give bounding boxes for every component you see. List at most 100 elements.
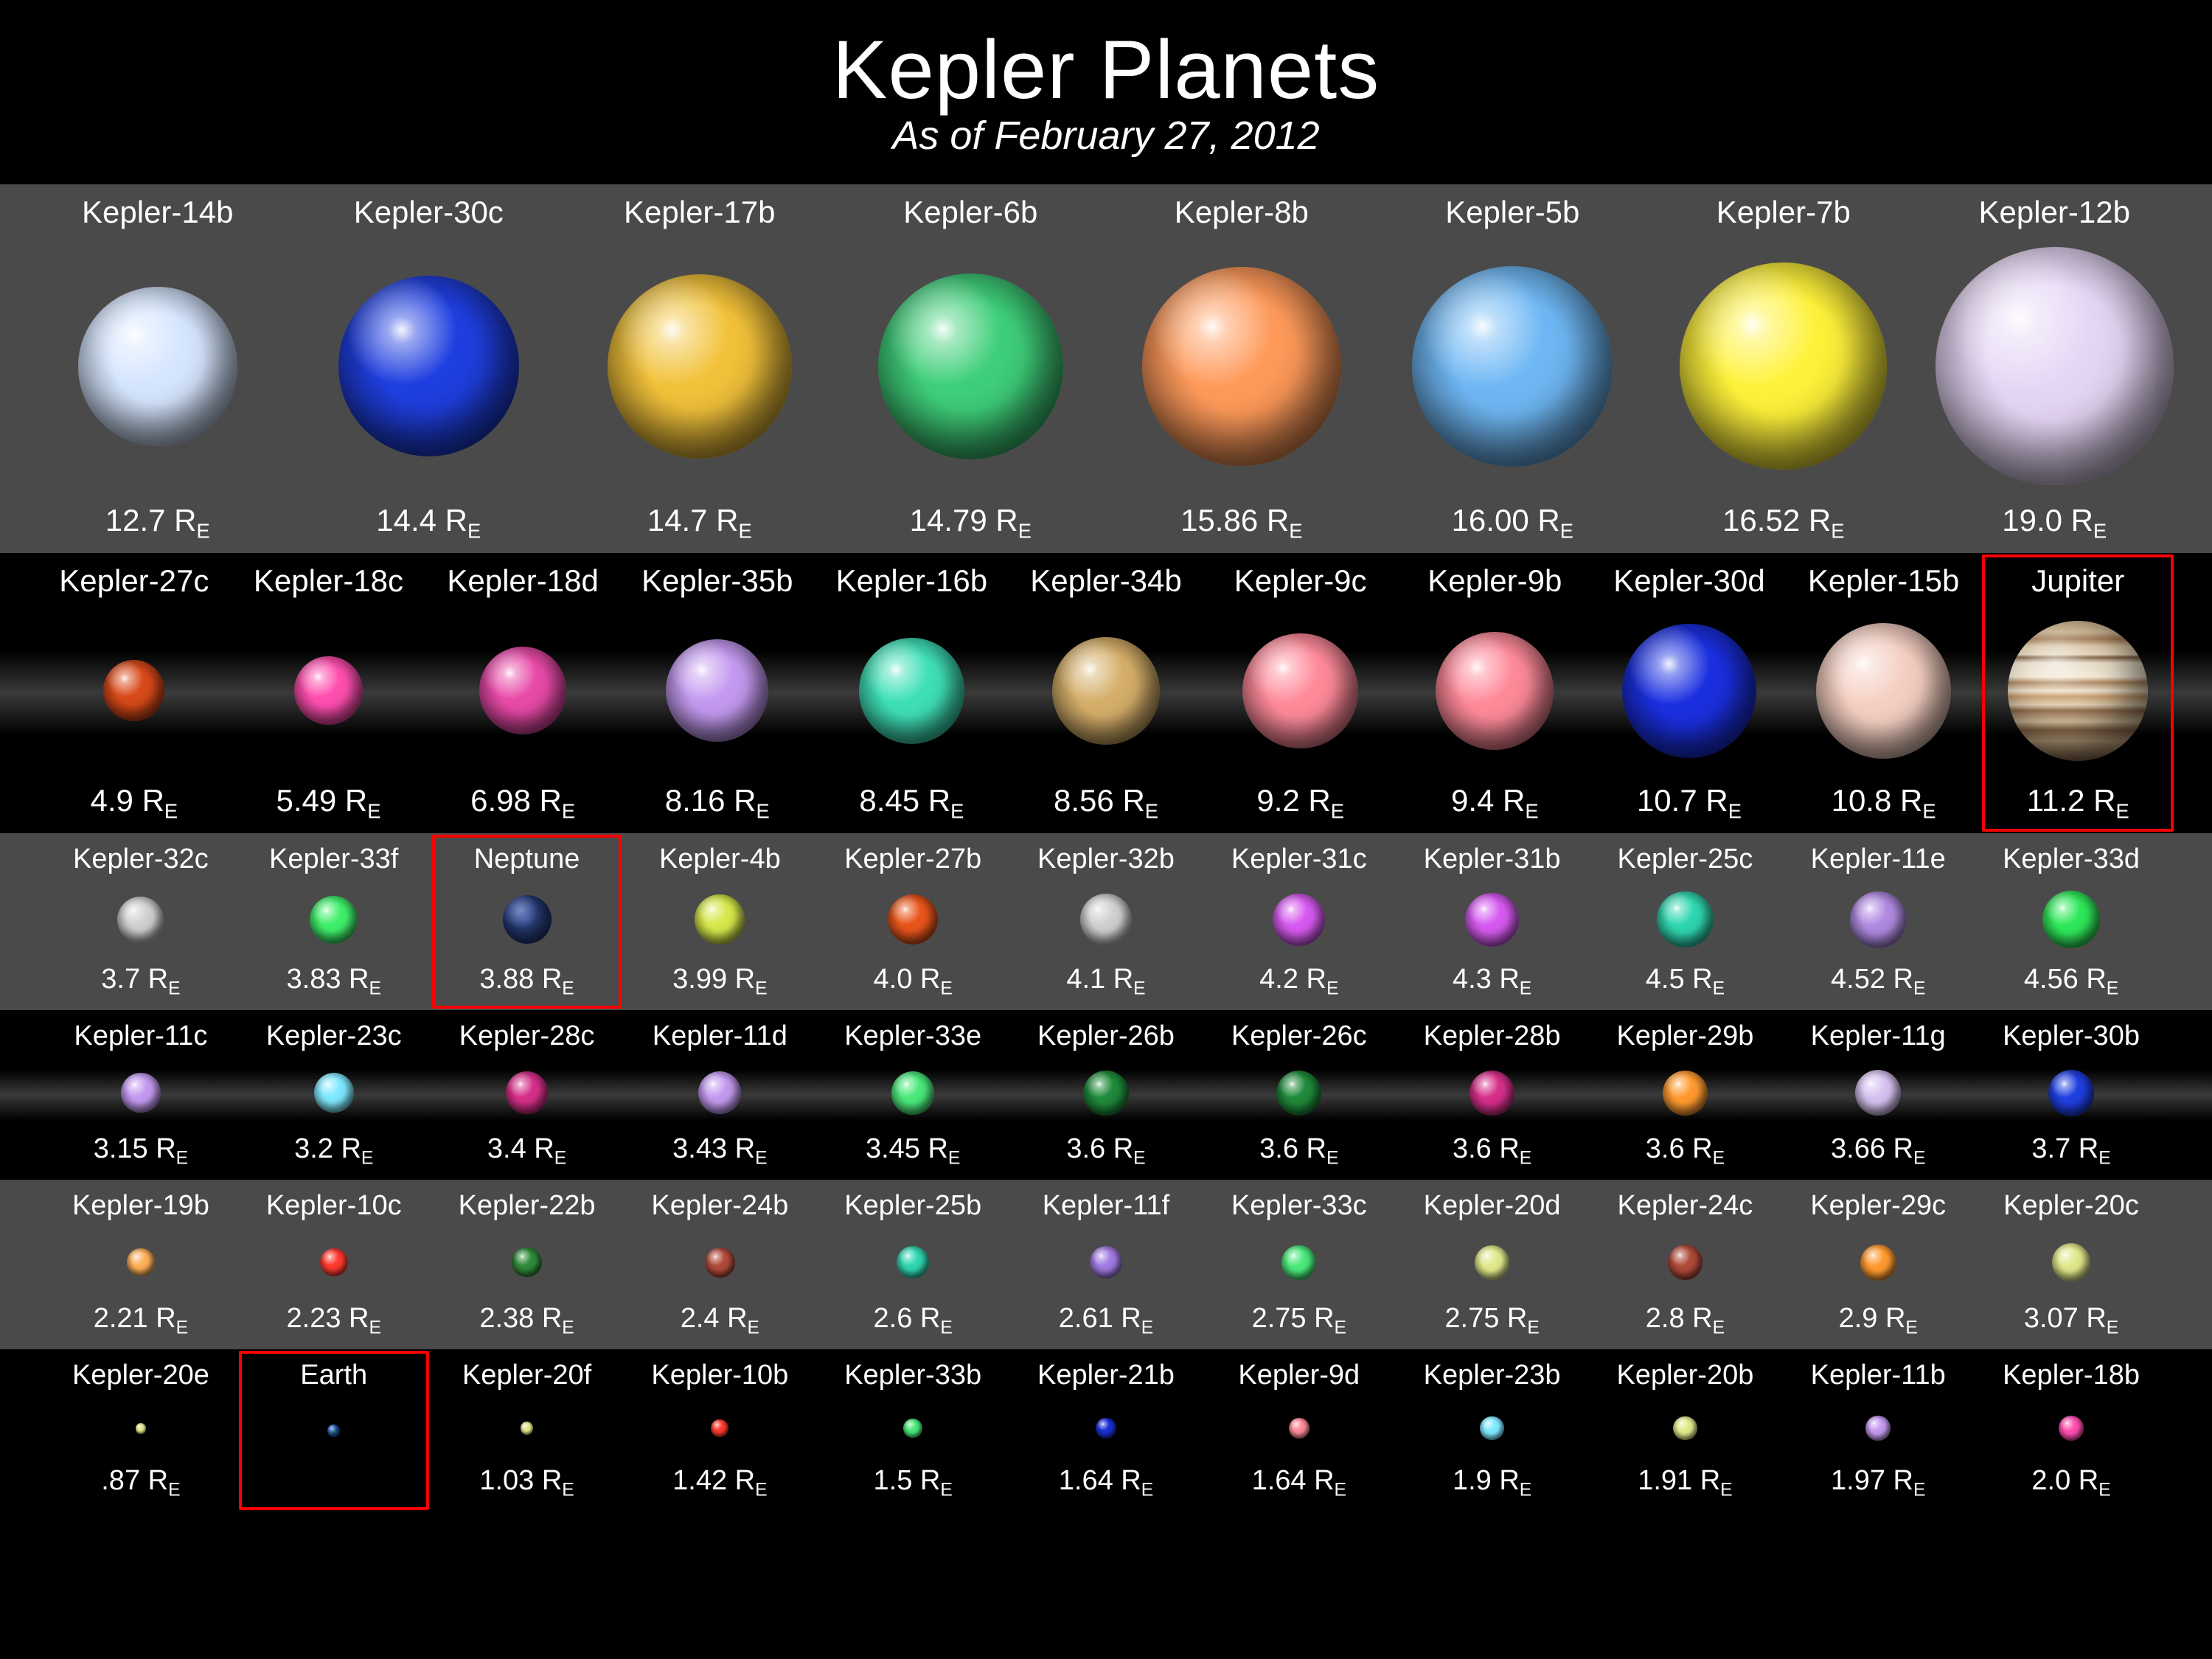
planet-shadow [1850,946,1907,954]
planet-radius: 1.9 RE [1453,1465,1531,1501]
planet-shadow [121,1111,161,1116]
planet-shadow [891,1113,935,1119]
planet-name: Kepler-23b [1424,1360,1561,1391]
planet-radius: 4.3 RE [1453,964,1531,1000]
planet-cell: Kepler-15b10.8 RE [1787,553,1981,833]
planet-radius: 16.52 RE [1722,503,1844,543]
planet-radius-value: 4.9 [91,783,133,818]
planet-row: Kepler-27c4.9 REKepler-18c5.49 REKepler-… [0,553,2212,833]
planet-radius-value: 3.15 [94,1133,148,1164]
planet-sphere [1850,891,1907,948]
planet-name: Kepler-19b [72,1190,209,1222]
planet-cell: Kepler-6b14.79 RE [835,184,1107,553]
planet-shadow [1080,943,1132,950]
planet-radius-value: .87 [101,1465,140,1496]
planet-radius: 10.7 RE [1637,783,1742,823]
planet-holder [1781,875,1975,964]
planet-cell: Kepler-23b 1.9 RE [1396,1349,1589,1512]
planet-holder [293,230,565,503]
planet-cell: Kepler-9b9.4 RE [1397,553,1592,833]
planet-shadow [698,1113,741,1119]
planet-sphere [1668,1245,1703,1280]
planet-radius: 4.5 RE [1646,964,1725,1000]
planet-holder [237,1222,431,1303]
planet-holder [1396,1391,1589,1465]
planet-sphere [1412,266,1613,467]
planet-cell: Kepler-21b1.64 RE [1009,1349,1203,1512]
planet-shadow [711,1436,728,1439]
planet-shadow [2042,946,2100,954]
planet-cell: Kepler-25c4.5 RE [1589,833,1782,1010]
planet-shadow [1480,1439,1503,1443]
planet-sphere [698,1071,741,1114]
planet-shadow [2052,1280,2090,1285]
planet-name: Kepler-33b [844,1360,981,1391]
planet-sphere [666,639,768,742]
planet-name: Kepler-8b [1175,195,1309,230]
planet-cell: Kepler-22b2.38 RE [431,1180,624,1349]
planet-shadow [1412,459,1613,487]
planet-shadow [1475,1279,1509,1284]
planet-name: Kepler-33f [269,844,398,875]
planet-shadow [1860,1279,1896,1284]
planet-sphere [1475,1245,1509,1280]
planet-radius: 15.86 RE [1180,503,1302,543]
planet-shadow [666,738,768,752]
planet-radius: 4.56 RE [2024,964,2118,1000]
planet-radius [330,1470,338,1501]
planet-name: Kepler-31b [1424,844,1561,875]
planet-shadow [127,1275,155,1279]
planet-radius: 5.49 RE [276,783,380,823]
planet-holder [1592,599,1787,783]
planet-shadow [705,1276,735,1281]
planet-radius: 3.45 RE [866,1133,960,1169]
planet-row: Kepler-19b2.21 REKepler-10c2.23 REKepler… [0,1180,2212,1349]
planet-radius-value: 8.56 [1054,783,1114,818]
planet-sphere [1860,1245,1896,1281]
planet-sphere [1289,1418,1310,1439]
planet-holder [1203,1222,1396,1303]
planet-holder [44,1391,237,1465]
planet-holder [623,1391,816,1465]
planet-sphere [859,638,965,744]
planet-sphere [327,1425,340,1437]
page-subtitle: As of February 27, 2012 [0,113,2212,159]
planet-cell: Kepler-32c3.7 RE [44,833,237,1010]
planet-cell: Kepler-29b3.6 RE [1589,1010,1782,1180]
planet-holder [1397,599,1592,783]
planet-cell: Kepler-7b16.52 RE [1648,184,1919,553]
planet-holder [44,1052,237,1133]
planet-holder [237,1052,431,1133]
planet-radius: 8.16 RE [665,783,770,823]
planet-radius: 9.4 RE [1451,783,1539,823]
planet-radius-value: 14.79 [910,503,987,538]
page-title: Kepler Planets [0,22,2212,117]
planet-radius: 8.45 RE [859,783,964,823]
planet-radius-value: 2.61 [1059,1303,1113,1334]
planet-name: Kepler-11g [1811,1020,1946,1052]
planet-sphere [1816,623,1952,759]
planet-sphere [1622,624,1756,758]
planet-cell: Earth [237,1349,431,1512]
planet-radius-value: 3.6 [1259,1133,1298,1164]
planet-holder [816,1222,1009,1303]
planet-cell: Kepler-20d2.75 RE [1396,1180,1589,1349]
planet-cell: Kepler-33e3.45 RE [816,1010,1009,1180]
planet-cell: Kepler-31c4.2 RE [1203,833,1396,1010]
planet-cell: Kepler-9d1.64 RE [1203,1349,1396,1512]
planet-sphere [878,274,1063,459]
planet-cell: Kepler-30d10.7 RE [1592,553,1787,833]
planet-name: Kepler-11e [1811,844,1946,875]
planet-radius: 3.83 RE [287,964,381,1000]
planet-radius: 3.7 RE [101,964,180,1000]
planet-radius: 2.38 RE [479,1303,574,1339]
planet-cell: Kepler-12b19.0 RE [1919,184,2191,553]
planet-holder [1648,230,1919,503]
planet-sphere [1465,893,1519,947]
planet-radius-value: 16.52 [1722,503,1800,538]
planet-radius: 1.42 RE [672,1465,767,1501]
planet-holder [431,1052,624,1133]
planet-radius-value: 4.2 [1259,964,1298,995]
planet-sphere [897,1246,929,1279]
planet-radius-value: 4.1 [1066,964,1105,995]
